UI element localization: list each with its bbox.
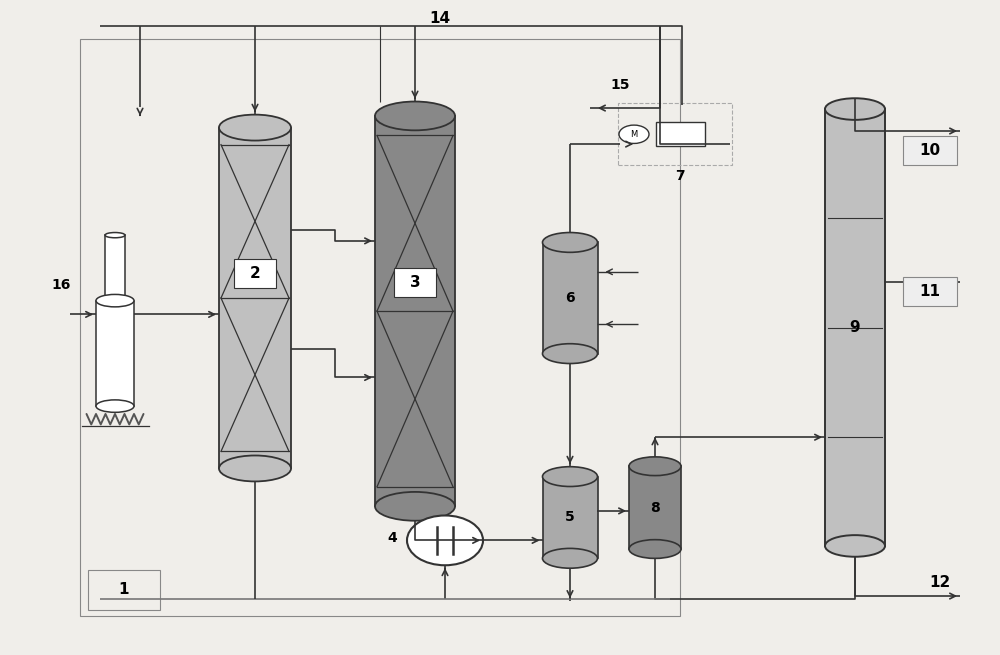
Ellipse shape: [219, 455, 291, 481]
FancyBboxPatch shape: [234, 259, 276, 288]
Ellipse shape: [629, 457, 681, 476]
Ellipse shape: [542, 466, 598, 487]
Ellipse shape: [542, 233, 598, 252]
Text: 10: 10: [919, 143, 941, 158]
Text: 6: 6: [565, 291, 575, 305]
Text: 5: 5: [565, 510, 575, 525]
Ellipse shape: [825, 535, 885, 557]
FancyBboxPatch shape: [394, 268, 436, 297]
FancyBboxPatch shape: [96, 301, 134, 406]
Text: 7: 7: [675, 168, 685, 183]
Ellipse shape: [105, 233, 125, 238]
FancyBboxPatch shape: [825, 109, 885, 546]
Text: 1: 1: [119, 582, 129, 597]
Ellipse shape: [96, 400, 134, 413]
Text: 12: 12: [929, 576, 951, 590]
Ellipse shape: [219, 115, 291, 141]
Text: 14: 14: [429, 11, 451, 26]
FancyBboxPatch shape: [903, 277, 957, 306]
Ellipse shape: [619, 125, 649, 143]
FancyBboxPatch shape: [656, 122, 705, 146]
Ellipse shape: [375, 102, 455, 130]
FancyBboxPatch shape: [542, 477, 598, 558]
Ellipse shape: [542, 548, 598, 568]
Text: 8: 8: [650, 500, 660, 515]
FancyBboxPatch shape: [375, 116, 455, 506]
Circle shape: [407, 515, 483, 565]
Ellipse shape: [825, 98, 885, 120]
Text: 4: 4: [387, 531, 397, 545]
FancyBboxPatch shape: [903, 136, 957, 165]
Text: 11: 11: [920, 284, 940, 299]
FancyBboxPatch shape: [629, 466, 681, 549]
FancyBboxPatch shape: [105, 235, 125, 301]
Ellipse shape: [375, 492, 455, 521]
Ellipse shape: [542, 344, 598, 364]
Ellipse shape: [96, 294, 134, 307]
FancyBboxPatch shape: [542, 242, 598, 354]
Ellipse shape: [629, 540, 681, 558]
Text: M: M: [630, 130, 638, 139]
Text: 9: 9: [850, 320, 860, 335]
FancyBboxPatch shape: [219, 128, 291, 468]
Text: 3: 3: [410, 275, 420, 290]
Text: 15: 15: [610, 78, 630, 92]
Text: 16: 16: [51, 278, 71, 292]
Text: 2: 2: [250, 266, 260, 281]
